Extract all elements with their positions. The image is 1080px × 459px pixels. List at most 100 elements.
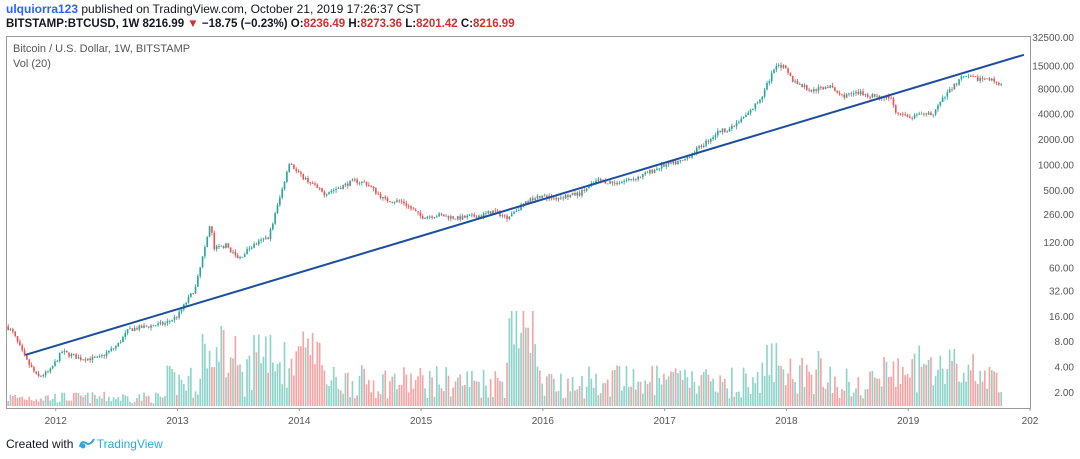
candle-body [72, 354, 75, 356]
volume-bar [272, 362, 274, 406]
volume-bar [204, 343, 206, 406]
volume-bar [225, 377, 227, 406]
volume-bar [983, 370, 986, 406]
volume-bar [991, 370, 993, 406]
volume-bar [719, 375, 721, 406]
volume-bar [635, 389, 637, 406]
volume-bar [604, 383, 607, 406]
volume-bar [482, 369, 485, 406]
volume-bar [175, 394, 178, 406]
volume-bar [813, 394, 815, 406]
volume-bar [501, 381, 504, 406]
volume-bar [642, 393, 644, 406]
author-username[interactable]: ulquiorra123 [6, 2, 79, 16]
volume-bar [693, 381, 696, 406]
volume-bar [902, 366, 904, 406]
candle-body [787, 68, 789, 73]
volume-bar [147, 395, 150, 406]
candle-body [58, 353, 61, 361]
candle-body [389, 201, 391, 203]
volume-bar [122, 394, 124, 406]
candle-body [953, 83, 956, 90]
candle-body [571, 192, 574, 195]
candle-body [269, 229, 272, 239]
volume-bar [836, 386, 839, 406]
candle-body [309, 182, 312, 184]
volume-bar [23, 399, 26, 406]
tradingview-brand[interactable]: TradingView [96, 437, 163, 451]
candle-body [635, 178, 637, 180]
trendline-layer [24, 53, 1025, 356]
candle-body [946, 92, 949, 97]
volume-bar [166, 365, 169, 406]
volume-bar [360, 365, 363, 406]
volume-bar [815, 369, 817, 406]
candle-body [782, 65, 785, 68]
volume-bar [7, 400, 9, 406]
candle-body [260, 239, 262, 241]
candle-body [569, 194, 572, 197]
trendline [24, 53, 1025, 356]
candle-body [707, 140, 710, 142]
volume-bar [880, 386, 883, 406]
volume-bar [555, 391, 558, 406]
volume-bar [164, 395, 166, 406]
volume-bar [747, 387, 750, 406]
volume-bar [873, 377, 876, 406]
price-tick-label: 60.00 [1049, 263, 1074, 274]
volume-bar [349, 397, 351, 406]
volume-bar [777, 365, 780, 406]
candle-body [218, 246, 220, 247]
volume-bar [948, 349, 951, 406]
candle-body [630, 178, 632, 180]
volume-bar [445, 367, 447, 406]
tradingview-logo-icon[interactable] [78, 437, 95, 452]
candle-body [902, 113, 904, 115]
volume-bar [712, 378, 714, 406]
candle-body [831, 85, 834, 88]
volume-bar [337, 388, 340, 406]
volume-bar [487, 397, 490, 406]
volume-bar [239, 364, 241, 406]
candle-body [157, 323, 159, 326]
candle-body [187, 296, 190, 303]
candle-body [815, 89, 817, 91]
volume-bar [728, 398, 731, 406]
volume-bar [625, 365, 628, 406]
volume-bar [646, 383, 649, 406]
footer: Created with TradingView [6, 437, 163, 452]
close-value: 8216.99 [473, 18, 515, 30]
candle-body [173, 316, 176, 320]
volume-bar [358, 375, 361, 406]
candle-body [154, 325, 157, 327]
volume-bar [311, 332, 314, 406]
candle-body [101, 355, 103, 356]
volume-bar [335, 376, 337, 406]
volume-bar [136, 398, 138, 406]
volume-bar [925, 364, 928, 406]
candle-body [454, 218, 457, 220]
volume-bar [911, 359, 914, 406]
candle-body [391, 202, 394, 203]
volume-bar [44, 395, 47, 406]
candle-body [791, 75, 794, 82]
candle-body [440, 213, 443, 215]
volume-bar [480, 397, 483, 406]
volume-bar [876, 378, 878, 406]
volume-bar [82, 396, 84, 406]
volume-bar [140, 400, 143, 406]
candle-body [845, 94, 848, 98]
volume-bar [79, 395, 82, 406]
volume-bar [494, 371, 497, 406]
candle-body [759, 99, 761, 103]
volume-bar [510, 311, 513, 406]
volume-bar [431, 377, 433, 406]
volume-bar [192, 397, 195, 406]
candle-body [175, 316, 178, 318]
volume-bar [953, 349, 956, 406]
candle-body [7, 326, 9, 330]
candle-body [597, 178, 600, 181]
candle-body [726, 131, 728, 133]
candle-body [372, 186, 375, 189]
